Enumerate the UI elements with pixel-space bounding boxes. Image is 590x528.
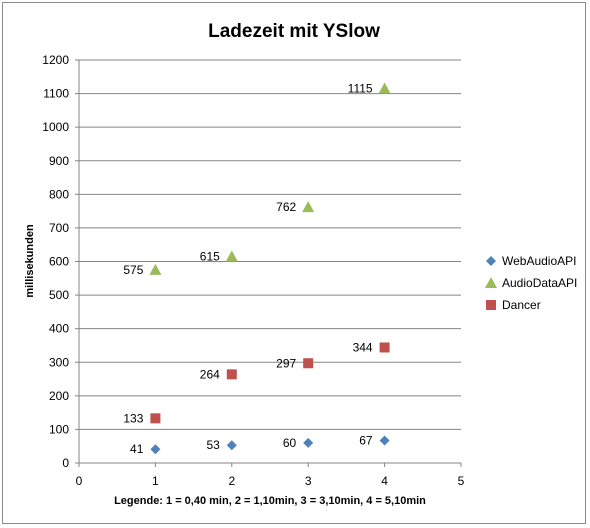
legend-marker-webaudioapi bbox=[486, 256, 496, 266]
y-tick-label: 1200 bbox=[42, 53, 69, 67]
x-axis-label: Legende: 1 = 0,40 min, 2 = 1,10min, 3 = … bbox=[114, 495, 426, 507]
data-labels: 41 53 60 67 575 615 762 1115 133 264 297 344 bbox=[123, 82, 373, 457]
y-tick-label: 700 bbox=[49, 221, 69, 235]
point-webaudioapi bbox=[226, 440, 237, 451]
data-label-webaudioapi: 41 bbox=[130, 442, 144, 456]
y-tick-label: 500 bbox=[49, 288, 69, 302]
y-tick-label: 400 bbox=[49, 322, 69, 336]
y-tick-label: 100 bbox=[49, 422, 69, 436]
data-points bbox=[149, 82, 391, 455]
x-tick-label: 4 bbox=[381, 474, 388, 488]
x-tick-label: 2 bbox=[228, 474, 235, 488]
data-label-webaudioapi: 67 bbox=[359, 433, 373, 447]
data-label-dancer: 344 bbox=[353, 340, 373, 354]
data-label-dancer: 133 bbox=[123, 411, 143, 425]
scatter-chart: Ladezeit mit YSlow 010020030040050060070… bbox=[24, 21, 577, 507]
x-tick-label: 3 bbox=[305, 474, 312, 488]
point-audiodataapi bbox=[225, 250, 238, 262]
point-webaudioapi bbox=[150, 444, 161, 455]
axes bbox=[78, 60, 461, 464]
y-tick-label: 1000 bbox=[42, 120, 69, 134]
y-tick-labels: 0 100 200 300 400 500 600 700 800 900 1000 1100 1200 bbox=[42, 53, 69, 470]
legend-label-dancer: Dancer bbox=[502, 298, 541, 312]
point-dancer bbox=[150, 413, 161, 424]
y-tick-label: 1100 bbox=[43, 87, 69, 101]
data-label-dancer: 264 bbox=[200, 367, 220, 381]
x-tick-label: 1 bbox=[152, 474, 159, 488]
y-tick-label: 300 bbox=[49, 355, 69, 369]
point-webaudioapi bbox=[303, 437, 314, 448]
point-audiodataapi bbox=[378, 82, 391, 94]
legend-marker-dancer bbox=[486, 300, 496, 310]
y-tick-label: 0 bbox=[62, 456, 69, 470]
point-dancer bbox=[379, 342, 390, 353]
point-dancer bbox=[303, 358, 314, 369]
x-tick-labels: 0 1 2 3 4 5 bbox=[76, 463, 465, 488]
point-webaudioapi bbox=[379, 435, 390, 446]
data-label-webaudioapi: 60 bbox=[283, 436, 297, 450]
y-tick-label: 800 bbox=[49, 187, 69, 201]
data-label-audiodataapi: 615 bbox=[200, 249, 220, 263]
data-label-dancer: 297 bbox=[276, 356, 296, 370]
data-label-webaudioapi: 53 bbox=[206, 438, 220, 452]
point-audiodataapi bbox=[302, 201, 315, 213]
chart-frame: Ladezeit mit YSlow 0 100 200 300 400 500 600 70… bbox=[2, 2, 586, 524]
x-tick-label: 5 bbox=[458, 474, 465, 488]
legend-marker-audiodataapi bbox=[485, 277, 497, 288]
point-audiodataapi bbox=[149, 263, 162, 275]
y-tick-label: 600 bbox=[49, 255, 69, 269]
y-axis-label: millisekunden bbox=[24, 224, 36, 298]
point-dancer bbox=[226, 369, 237, 380]
x-tick-label: 0 bbox=[76, 474, 83, 488]
chart-title: Ladezeit mit YSlow bbox=[208, 21, 380, 42]
data-label-audiodataapi: 575 bbox=[123, 263, 143, 277]
data-label-audiodataapi: 762 bbox=[276, 200, 296, 214]
legend: WebAudioAPI AudioDataAPI Dancer bbox=[485, 254, 577, 312]
legend-label-audiodataapi: AudioDataAPI bbox=[502, 276, 577, 290]
grid-lines bbox=[75, 59, 461, 464]
legend-label-webaudioapi: WebAudioAPI bbox=[502, 254, 577, 268]
y-tick-label: 900 bbox=[49, 154, 69, 168]
data-label-audiodataapi: 1115 bbox=[348, 82, 373, 96]
y-tick-label: 200 bbox=[49, 389, 69, 403]
